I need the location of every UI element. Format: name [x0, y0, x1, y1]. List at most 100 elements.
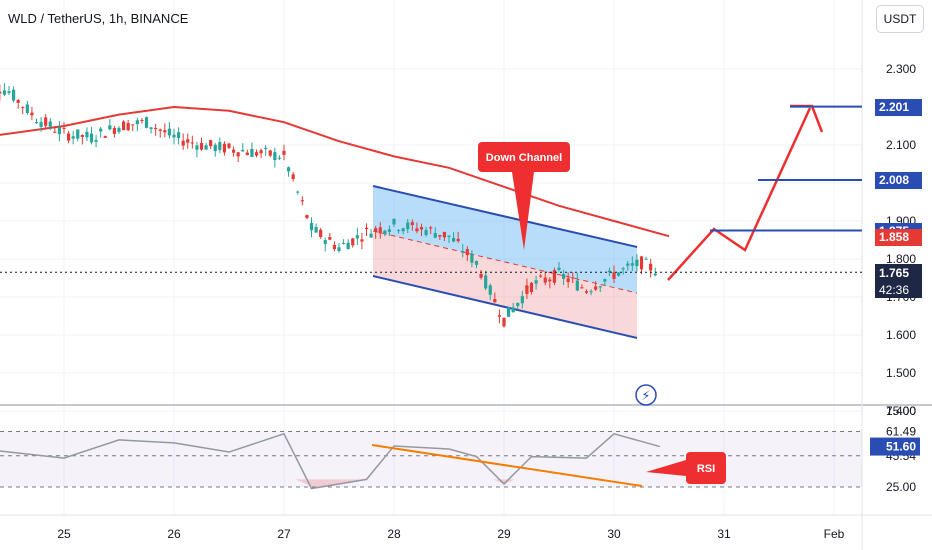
candle-body [374, 228, 378, 232]
candle-body [172, 134, 176, 138]
rsi-tick-label: 75.00 [886, 404, 916, 418]
candle-body [332, 244, 337, 250]
rsi-value-label: 51.60 [886, 440, 916, 454]
channel-callout-box [478, 142, 570, 172]
symbol-title: WLD / TetherUS, 1h, BINANCE [8, 11, 189, 26]
candle-body [502, 317, 506, 327]
currency-button[interactable]: USDT [876, 5, 924, 33]
candle-body [639, 256, 644, 270]
channel-mid-line [372, 230, 638, 294]
candle-body [534, 280, 538, 284]
candle-body [626, 263, 630, 266]
candle-body [190, 142, 194, 144]
candle-body [85, 131, 89, 138]
candle-body [474, 261, 479, 265]
candle-body [7, 91, 11, 93]
time-tick-label: 26 [167, 527, 181, 541]
candle-body [447, 235, 451, 237]
candle-body [71, 136, 75, 139]
rsi-callout-box [686, 452, 726, 484]
candle-body [644, 258, 648, 260]
time-tick-label: 31 [717, 527, 731, 541]
candle-body [213, 144, 217, 152]
candle-body [516, 303, 520, 306]
candle-body [167, 128, 172, 136]
candle-body [254, 152, 259, 156]
time-tick-label: Feb [824, 527, 845, 541]
candle-body [181, 140, 185, 146]
time-axis: 25 26 27 28 29 30 31 Feb [57, 527, 844, 541]
channel-callout-label: Down Channel [486, 152, 562, 164]
candle-body [62, 127, 66, 129]
candle-body [48, 121, 52, 127]
channel-top-line [372, 185, 638, 248]
candle-body [21, 107, 25, 109]
candle-body [419, 227, 424, 230]
rsi-tick-label: 61.49 [886, 425, 916, 439]
candle-body [149, 127, 153, 129]
candle-body [76, 129, 80, 139]
candle-body [520, 296, 524, 304]
candle-body [561, 274, 566, 279]
candlesticks [0, 83, 657, 328]
candle-body [209, 140, 213, 147]
candle-body [470, 254, 474, 263]
candle-body [250, 148, 254, 157]
candle-body [529, 282, 534, 293]
candle-body [575, 280, 579, 291]
candle-body [364, 227, 369, 230]
candle-body [286, 167, 291, 172]
candle-body [506, 307, 511, 317]
rsi-tick-label: 25.00 [886, 480, 916, 494]
candle-body [218, 142, 222, 151]
candle-body [195, 145, 199, 150]
candle-body [163, 130, 167, 133]
candle-body [309, 222, 314, 231]
candle-body [25, 104, 29, 114]
candle-body [131, 124, 135, 126]
candle-body [103, 136, 107, 138]
candle-body [488, 285, 492, 295]
candle-body [571, 277, 575, 279]
time-tick-label: 29 [497, 527, 511, 541]
candle-body [580, 287, 584, 289]
candle-body [121, 121, 126, 131]
candle-body [511, 307, 515, 313]
candle-body [16, 100, 20, 103]
rsi-indicator [0, 432, 661, 490]
candle-body [392, 218, 396, 225]
candle-body [319, 229, 323, 238]
candle-body [328, 237, 332, 240]
projection-path [667, 107, 812, 281]
candle-body [154, 128, 158, 130]
candle-body [525, 285, 529, 294]
lightning-icon [635, 384, 657, 406]
candle-body [621, 268, 625, 270]
candle-body [438, 235, 442, 237]
lightning-icon-glyph: ⚡ [641, 389, 650, 404]
candle-body [479, 273, 483, 278]
candle-body [607, 270, 612, 273]
candle-body [442, 231, 447, 238]
candle-body [282, 150, 286, 155]
candle-body [199, 142, 204, 150]
projection-arrow [0, 104, 862, 281]
candle-body [117, 127, 121, 132]
candle-body [548, 279, 552, 282]
time-tick-label: 28 [387, 527, 401, 541]
candle-body [346, 242, 350, 250]
candle-body [231, 149, 236, 153]
candle-body [89, 133, 94, 143]
candle-body [424, 229, 428, 236]
candle-body [291, 174, 295, 180]
candle-body [635, 259, 639, 267]
candle-body [653, 273, 657, 276]
candle-body [594, 286, 598, 290]
candle-body [465, 249, 469, 256]
candle-body [144, 117, 149, 128]
candle-body [557, 267, 561, 270]
candle-body [227, 143, 231, 148]
price-tick-label: 1.400 [886, 404, 916, 418]
channel-callout-pointer [512, 172, 534, 250]
